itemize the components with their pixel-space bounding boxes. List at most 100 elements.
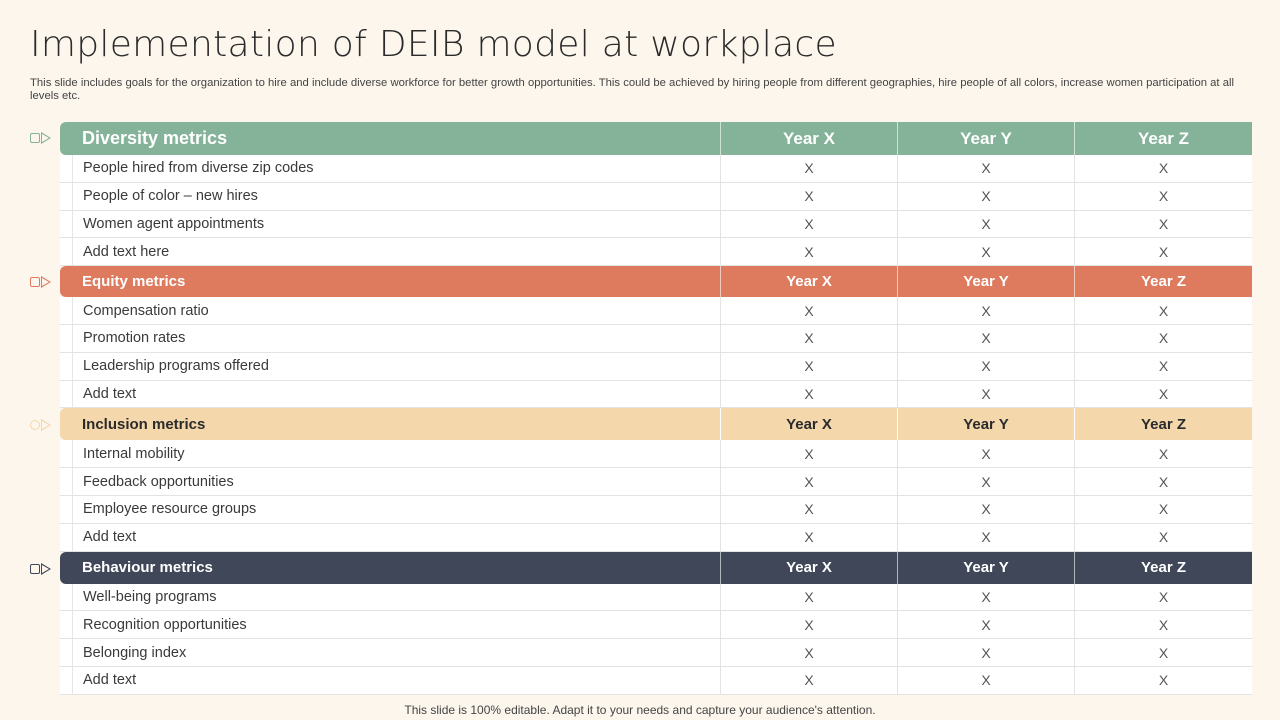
deib-metrics-table: Diversity metrics Year X Year Y Year Z P…	[60, 122, 1252, 695]
metric-value: X	[1074, 182, 1252, 210]
metric-value: X	[897, 639, 1074, 666]
metric-value: X	[720, 583, 897, 611]
metric-value: X	[720, 611, 897, 639]
section-title: Equity metrics	[82, 273, 186, 291]
table-row: Recognition opportunities X X X	[60, 611, 1252, 640]
metric-value: X	[720, 210, 897, 238]
metric-value: X	[897, 238, 1074, 266]
year-header: Year X	[720, 122, 897, 155]
metric-label: Leadership programs offered	[72, 352, 720, 380]
metric-value: X	[1074, 666, 1252, 694]
section-title: Diversity metrics	[82, 128, 228, 148]
metric-label: Recognition opportunities	[72, 611, 720, 639]
equity-header-row: Equity metrics Year X Year Y Year Z	[60, 266, 1252, 298]
table-row: Women agent appointments X X X	[60, 210, 1252, 239]
metric-label: Feedback opportunities	[72, 468, 720, 495]
diversity-header-row: Diversity metrics Year X Year Y Year Z	[60, 122, 1252, 155]
metric-value: X	[720, 468, 897, 495]
metric-label: Internal mobility	[72, 440, 720, 468]
metric-value: X	[1074, 155, 1252, 182]
metric-label: Promotion rates	[72, 324, 720, 352]
section-title: Inclusion metrics	[82, 415, 206, 433]
year-header: Year X	[720, 266, 897, 298]
metric-value: X	[897, 611, 1074, 639]
metric-value: X	[1074, 523, 1252, 551]
table-row: Compensation ratio X X X	[60, 297, 1252, 325]
metric-value: X	[720, 440, 897, 468]
metric-value: X	[1074, 611, 1252, 639]
table-row: Add text X X X	[60, 380, 1252, 409]
equity-marker-icon	[30, 276, 51, 288]
table-row: Add text here X X X	[60, 238, 1252, 267]
inclusion-marker-icon	[30, 419, 51, 431]
page-subtitle: This slide includes goals for the organi…	[30, 77, 1235, 102]
table-row: People of color – new hires X X X	[60, 182, 1252, 211]
year-header: Year Y	[897, 408, 1074, 441]
table-row: Add text X X X	[60, 666, 1252, 695]
section-title: Behaviour metrics	[82, 559, 213, 577]
behaviour-header-row: Behaviour metrics Year X Year Y Year Z	[60, 551, 1252, 584]
table-row: Promotion rates X X X	[60, 324, 1252, 353]
table-row: Add text X X X	[60, 523, 1252, 552]
metric-value: X	[1074, 210, 1252, 238]
year-header: Year Z	[1074, 122, 1252, 155]
metric-value: X	[1074, 583, 1252, 611]
metric-value: X	[720, 639, 897, 666]
metric-label: Add text here	[72, 238, 720, 266]
metric-value: X	[720, 666, 897, 694]
behaviour-marker-icon	[30, 563, 51, 575]
metric-value: X	[720, 352, 897, 380]
metric-value: X	[897, 495, 1074, 523]
metric-value: X	[897, 352, 1074, 380]
metric-value: X	[720, 238, 897, 266]
metric-value: X	[1074, 238, 1252, 266]
metric-value: X	[1074, 440, 1252, 468]
year-header: Year Z	[1074, 266, 1252, 298]
metric-value: X	[1074, 468, 1252, 495]
table-row: Employee resource groups X X X	[60, 495, 1252, 524]
metric-label: Add text	[72, 523, 720, 551]
metric-value: X	[897, 297, 1074, 324]
year-header: Year Z	[1074, 551, 1252, 584]
year-header: Year Y	[897, 122, 1074, 155]
metric-label: Well-being programs	[72, 583, 720, 611]
year-header: Year Z	[1074, 408, 1252, 441]
table-row: Leadership programs offered X X X	[60, 352, 1252, 381]
metric-label: Belonging index	[72, 639, 720, 666]
metric-value: X	[720, 324, 897, 352]
table-row: Internal mobility X X X	[60, 440, 1252, 469]
year-header: Year X	[720, 551, 897, 584]
metric-value: X	[1074, 352, 1252, 380]
table-row: People hired from diverse zip codes X X …	[60, 155, 1252, 183]
year-header: Year Y	[897, 266, 1074, 298]
metric-label: Add text	[72, 380, 720, 408]
metric-value: X	[1074, 495, 1252, 523]
metric-label: Compensation ratio	[72, 297, 720, 324]
metric-value: X	[897, 182, 1074, 210]
metric-value: X	[720, 155, 897, 182]
metric-value: X	[720, 297, 897, 324]
metric-value: X	[720, 495, 897, 523]
metric-value: X	[897, 583, 1074, 611]
metric-value: X	[1074, 324, 1252, 352]
metric-value: X	[897, 666, 1074, 694]
metric-value: X	[1074, 297, 1252, 324]
metric-value: X	[1074, 380, 1252, 408]
metric-value: X	[897, 380, 1074, 408]
metric-label: People hired from diverse zip codes	[72, 155, 720, 182]
page-title: Implementation of DEIB model at workplac…	[30, 24, 837, 65]
metric-value: X	[720, 523, 897, 551]
diversity-marker-icon	[30, 132, 51, 144]
year-header: Year Y	[897, 551, 1074, 584]
metric-value: X	[897, 210, 1074, 238]
metric-label: Employee resource groups	[72, 495, 720, 523]
metric-value: X	[897, 155, 1074, 182]
metric-value: X	[897, 468, 1074, 495]
metric-label: People of color – new hires	[72, 182, 720, 210]
metric-value: X	[720, 182, 897, 210]
table-row: Well-being programs X X X	[60, 583, 1252, 612]
metric-value: X	[897, 324, 1074, 352]
metric-value: X	[720, 380, 897, 408]
metric-value: X	[897, 523, 1074, 551]
table-row: Feedback opportunities X X X	[60, 468, 1252, 496]
